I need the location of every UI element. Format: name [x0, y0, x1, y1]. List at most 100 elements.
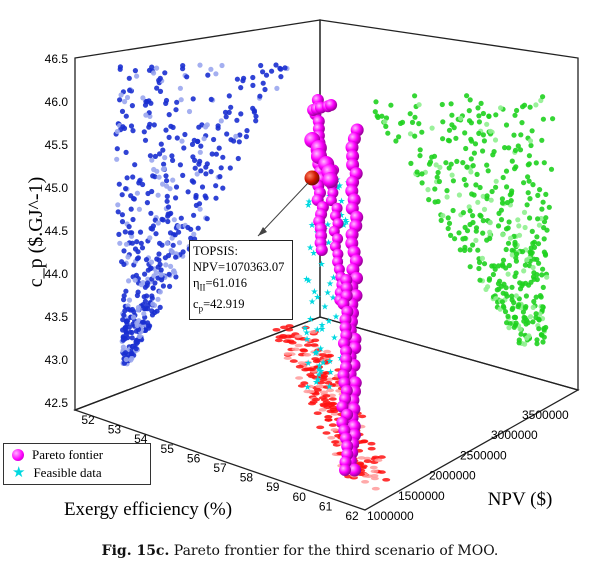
- point-green-projection: [460, 160, 466, 166]
- point-blue-projection: [119, 212, 125, 218]
- point-red-projection: [318, 408, 327, 412]
- point-blue-projection: [123, 186, 129, 192]
- point-feasible: ★: [326, 356, 334, 366]
- point-red-projection: [328, 405, 337, 410]
- point-green-projection: [468, 169, 474, 175]
- point-blue-projection: [204, 216, 210, 222]
- point-blue-projection: [141, 319, 147, 325]
- point-red-projection: [382, 478, 391, 482]
- point-green-projection: [425, 187, 431, 193]
- point-blue-projection: [129, 355, 135, 361]
- point-blue-projection: [243, 134, 249, 140]
- topsis-eta: ηII=61.016: [193, 276, 247, 293]
- point-green-projection: [521, 268, 527, 274]
- point-green-projection: [500, 257, 507, 263]
- point-red-projection: [311, 376, 320, 380]
- point-blue-projection: [180, 63, 186, 69]
- point-blue-projection: [150, 285, 156, 291]
- point-green-projection: [484, 193, 490, 199]
- point-green-projection: [517, 326, 523, 332]
- x-tick-label: 53: [108, 423, 122, 437]
- point-blue-projection: [142, 298, 148, 304]
- point-blue-projection: [156, 251, 162, 257]
- point-green-projection: [385, 130, 391, 136]
- point-green-projection: [407, 111, 413, 117]
- point-blue-projection: [223, 114, 229, 120]
- point-blue-projection: [180, 172, 186, 178]
- point-green-projection: [534, 272, 540, 278]
- point-green-projection: [446, 165, 452, 171]
- point-green-projection: [513, 293, 519, 299]
- point-red-projection: [312, 359, 321, 364]
- point-blue-projection: [129, 233, 135, 239]
- point-blue-projection: [134, 190, 140, 196]
- point-blue-projection: [177, 162, 183, 168]
- y-tick-label: 1000000: [367, 509, 414, 523]
- point-blue-projection: [238, 111, 244, 117]
- point-blue-projection: [228, 104, 234, 110]
- point-feasible: ★: [325, 237, 333, 247]
- point-green-projection: [527, 314, 534, 320]
- point-green-projection: [534, 234, 540, 240]
- point-green-projection: [516, 302, 522, 308]
- point-blue-projection: [219, 62, 225, 69]
- point-blue-projection: [154, 85, 160, 91]
- point-feasible: ★: [315, 365, 323, 375]
- point-feasible: ★: [312, 377, 320, 387]
- point-green-projection: [539, 206, 545, 212]
- point-blue-projection: [164, 240, 170, 246]
- point-green-projection: [522, 262, 529, 268]
- point-green-projection: [443, 160, 449, 166]
- point-blue-projection: [189, 141, 196, 147]
- point-green-projection: [453, 135, 459, 141]
- point-green-projection: [516, 340, 522, 346]
- point-red-projection: [313, 411, 322, 416]
- point-blue-projection: [192, 165, 198, 171]
- point-blue-projection: [123, 149, 129, 155]
- point-green-projection: [444, 188, 450, 194]
- point-green-projection: [534, 337, 540, 343]
- point-red-projection: [328, 383, 337, 387]
- point-green-projection: [432, 186, 438, 192]
- point-green-projection: [523, 293, 530, 299]
- star-icon: ★: [12, 465, 26, 481]
- point-red-projection: [311, 338, 320, 343]
- point-green-projection: [408, 160, 414, 166]
- point-blue-projection: [151, 70, 157, 76]
- point-blue-projection: [236, 139, 242, 145]
- x-tick-label: 62: [345, 509, 359, 523]
- point-red-projection: [326, 388, 335, 393]
- point-green-projection: [499, 299, 505, 305]
- point-blue-projection: [117, 97, 123, 103]
- point-green-projection: [488, 128, 494, 134]
- point-red-projection: [319, 390, 328, 395]
- point-blue-projection: [169, 153, 175, 159]
- point-blue-projection: [121, 261, 127, 267]
- point-blue-projection: [163, 262, 169, 268]
- caption-label: Fig. 15c.: [101, 543, 170, 559]
- point-red-projection: [370, 476, 379, 481]
- point-blue-projection: [162, 255, 168, 261]
- point-feasible: ★: [305, 196, 313, 206]
- point-green-projection: [462, 130, 468, 136]
- point-blue-projection: [257, 93, 263, 99]
- point-green-projection: [535, 241, 542, 247]
- point-blue-projection: [191, 212, 197, 218]
- point-green-projection: [503, 291, 509, 297]
- point-blue-projection: [154, 308, 160, 314]
- x-tick-label: 52: [81, 413, 95, 427]
- point-green-projection: [511, 166, 518, 172]
- point-red-projection: [330, 428, 339, 432]
- point-green-projection: [537, 187, 543, 193]
- point-blue-projection: [178, 97, 184, 103]
- point-red-projection: [289, 359, 298, 363]
- point-green-projection: [486, 276, 493, 282]
- point-green-projection: [474, 171, 480, 177]
- point-blue-projection: [190, 96, 196, 102]
- point-green-projection: [478, 100, 484, 106]
- point-blue-projection: [129, 240, 135, 246]
- point-blue-projection: [149, 312, 156, 318]
- point-green-projection: [493, 184, 499, 190]
- point-blue-projection: [165, 218, 171, 225]
- point-blue-projection: [192, 157, 198, 163]
